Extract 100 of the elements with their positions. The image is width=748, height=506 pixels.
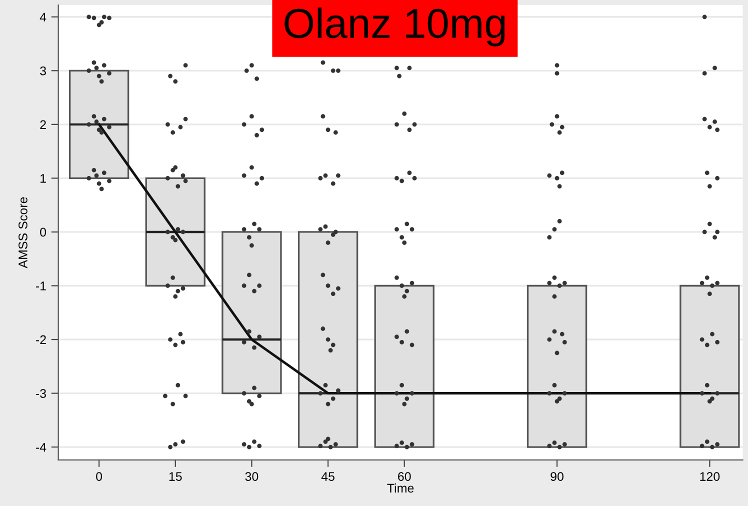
point <box>547 235 552 240</box>
point <box>336 173 340 178</box>
point <box>704 439 710 444</box>
x-tick-label: 45 <box>321 472 334 481</box>
point <box>707 184 712 188</box>
point <box>92 168 96 172</box>
point <box>170 402 176 406</box>
point <box>86 68 92 73</box>
point <box>254 76 259 81</box>
point <box>333 230 338 234</box>
point <box>107 71 112 76</box>
point <box>173 165 178 170</box>
point <box>700 337 704 342</box>
point <box>704 170 710 176</box>
point <box>552 227 557 232</box>
point <box>94 173 99 178</box>
point <box>704 342 710 348</box>
point <box>394 66 399 70</box>
point <box>552 294 557 299</box>
point <box>252 439 256 444</box>
point <box>712 66 717 70</box>
point <box>554 350 560 356</box>
point <box>257 284 262 288</box>
point <box>92 60 96 65</box>
point <box>183 394 188 398</box>
point <box>254 132 259 138</box>
point <box>250 243 254 248</box>
point <box>102 170 106 176</box>
point <box>560 170 564 176</box>
point <box>326 128 330 132</box>
point <box>400 178 404 184</box>
point <box>323 439 328 444</box>
point <box>562 340 567 344</box>
point <box>410 342 414 348</box>
point <box>180 173 186 178</box>
point <box>397 74 402 78</box>
point <box>168 337 172 342</box>
point <box>250 165 254 170</box>
point <box>170 275 176 280</box>
point <box>252 222 256 226</box>
x-tick-label: 120 <box>700 472 720 481</box>
point <box>257 394 262 398</box>
point <box>173 442 178 447</box>
point <box>412 122 417 127</box>
point <box>407 128 412 132</box>
point <box>326 284 330 288</box>
point <box>250 114 254 119</box>
point <box>318 176 323 180</box>
point <box>86 176 92 180</box>
point <box>562 280 567 286</box>
point <box>400 340 404 344</box>
point <box>242 122 246 127</box>
point <box>400 383 404 388</box>
point <box>707 399 712 404</box>
point <box>96 128 102 132</box>
point <box>323 224 328 229</box>
point <box>168 444 172 450</box>
point <box>402 240 407 245</box>
point <box>712 120 717 124</box>
point <box>404 329 410 334</box>
point <box>547 337 552 342</box>
point <box>246 399 252 404</box>
y-tick-label: -4 <box>36 442 46 452</box>
point <box>336 286 340 291</box>
point <box>404 288 410 294</box>
point <box>94 66 99 70</box>
point <box>700 391 704 396</box>
point <box>173 294 178 299</box>
point <box>246 329 252 334</box>
point <box>547 391 552 396</box>
point <box>320 326 326 331</box>
point <box>554 114 560 119</box>
point <box>410 391 414 396</box>
point <box>102 63 106 68</box>
point <box>242 391 246 396</box>
point <box>257 334 262 340</box>
point <box>320 114 326 119</box>
point <box>99 130 104 135</box>
point <box>410 442 414 447</box>
point <box>552 275 557 280</box>
point <box>163 394 168 398</box>
point <box>246 272 252 278</box>
point <box>707 124 712 130</box>
point <box>715 230 720 234</box>
point <box>99 186 104 192</box>
point <box>554 399 560 404</box>
point <box>330 232 336 237</box>
point <box>166 284 170 288</box>
point <box>102 14 106 20</box>
point <box>107 16 112 20</box>
point <box>242 173 246 178</box>
point <box>166 122 170 127</box>
point <box>394 122 399 127</box>
point <box>320 60 326 65</box>
point <box>323 173 328 178</box>
point <box>700 444 704 448</box>
point <box>86 122 92 127</box>
x-tick-label: 90 <box>550 472 564 481</box>
point <box>173 238 178 242</box>
point <box>183 116 188 122</box>
